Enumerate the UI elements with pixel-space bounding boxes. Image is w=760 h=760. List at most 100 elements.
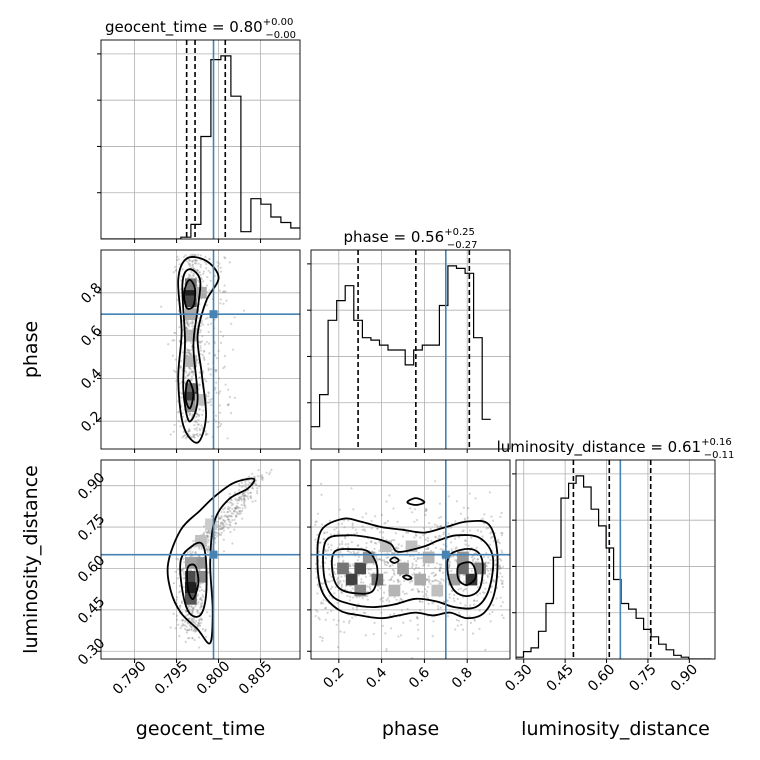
scatter-point (441, 548, 444, 551)
x-tick-label-phase: 0.2 (320, 665, 347, 692)
scatter-point (338, 508, 341, 511)
scatter-point (188, 628, 191, 631)
scatter-point (316, 512, 320, 515)
scatter-point (188, 349, 191, 352)
scatter-point (220, 522, 223, 525)
scatter-point (409, 555, 412, 558)
scatter-point (178, 326, 181, 329)
scatter-point (429, 527, 432, 531)
scatter-point (334, 586, 337, 589)
scatter-point (181, 351, 184, 354)
scatter-point (351, 563, 354, 566)
scatter-point (428, 579, 431, 582)
scatter-point (482, 579, 485, 582)
scatter-point (462, 529, 465, 532)
scatter-point (239, 512, 242, 515)
scatter-point (422, 595, 425, 598)
scatter-point (222, 519, 225, 522)
scatter-point (171, 354, 175, 357)
scatter-point (224, 519, 227, 522)
scatter-point (474, 560, 477, 563)
scatter-point (350, 487, 353, 490)
scatter-point (383, 561, 386, 564)
scatter-point (428, 522, 431, 525)
y-tick-label-luminosity_distance: 0.60 (75, 552, 108, 585)
scatter-point (340, 584, 343, 588)
scatter-point (403, 579, 406, 583)
scatter-point (425, 509, 428, 512)
scatter-point (427, 585, 430, 589)
scatter-point (189, 569, 192, 572)
scatter-point (214, 533, 217, 537)
scatter-point (369, 583, 372, 586)
scatter-point (182, 567, 185, 570)
scatter-point (384, 560, 387, 563)
scatter-point (179, 604, 182, 607)
y-tick-label-luminosity_distance: 0.30 (75, 635, 108, 668)
density-cell (185, 557, 197, 569)
scatter-point (454, 520, 457, 523)
scatter-point (401, 599, 404, 602)
scatter-point (365, 542, 368, 545)
scatter-point (201, 335, 204, 338)
scatter-point (225, 299, 228, 302)
scatter-point (397, 635, 400, 638)
scatter-point (413, 520, 416, 523)
scatter-point (237, 499, 240, 502)
scatter-point (223, 521, 226, 524)
scatter-point (205, 547, 208, 550)
scatter-point (232, 510, 235, 513)
scatter-point (497, 541, 500, 544)
scatter-point (237, 507, 240, 510)
panel-title-sub: −0.11 (704, 450, 735, 461)
scatter-point (469, 604, 472, 607)
scatter-point (411, 564, 414, 567)
scatter-point (346, 594, 349, 598)
scatter-point (398, 580, 401, 583)
scatter-point (226, 403, 229, 406)
scatter-point (438, 563, 441, 566)
scatter-point (425, 548, 428, 551)
scatter-point (229, 524, 232, 527)
scatter-point (324, 548, 327, 552)
scatter-point (199, 331, 202, 334)
scatter-point (204, 628, 207, 631)
scatter-point (199, 606, 202, 609)
scatter-point (207, 392, 210, 395)
scatter-point (476, 558, 479, 561)
scatter-point (328, 594, 331, 597)
scatter-point (188, 608, 191, 611)
scatter-point (199, 341, 202, 344)
scatter-point (384, 632, 387, 635)
scatter-point (196, 433, 199, 436)
scatter-point (399, 559, 402, 562)
scatter-point (437, 605, 440, 608)
scatter-point (182, 430, 185, 433)
scatter-point (190, 618, 193, 621)
scatter-point (187, 430, 190, 433)
scatter-point (337, 523, 340, 526)
scatter-point (244, 485, 247, 489)
scatter-point (192, 259, 195, 262)
scatter-point (327, 543, 330, 546)
scatter-point (249, 491, 252, 494)
scatter-point (174, 332, 177, 335)
scatter-point (448, 561, 452, 564)
scatter-point (255, 490, 259, 493)
scatter-point (203, 343, 207, 346)
scatter-point (342, 580, 345, 583)
scatter-point (238, 496, 241, 499)
scatter-point (203, 531, 206, 535)
scatter-point (226, 510, 229, 513)
scatter-point (192, 275, 195, 278)
scatter-point (179, 366, 182, 369)
histogram-step-luminosity_distance (516, 475, 712, 659)
scatter-point (173, 423, 176, 426)
scatter-point (450, 569, 453, 573)
scatter-point (388, 600, 391, 603)
scatter-point (219, 298, 222, 301)
scatter-point (424, 513, 427, 517)
scatter-point (177, 558, 180, 561)
scatter-point (430, 539, 433, 542)
contour-1 (181, 268, 202, 423)
